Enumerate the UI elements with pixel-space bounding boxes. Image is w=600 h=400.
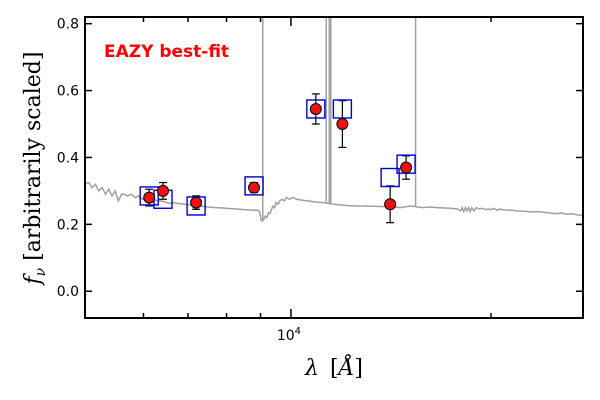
y-tick-label: 0.4 (57, 150, 79, 166)
model-box (332, 99, 353, 119)
observed-point (309, 102, 322, 115)
model-box (380, 167, 400, 188)
y-axis-label: fν [arbitrarily scaled] (21, 52, 49, 287)
observed-point (143, 191, 156, 204)
model-box (244, 176, 264, 196)
plot-frame (84, 16, 584, 319)
y-tick-label: 0.2 (57, 217, 79, 233)
x-axis-label-unit: Å (336, 353, 355, 381)
y-axis-label-text: [arbitrarily scaled] (21, 52, 46, 268)
axis-ticks: 0.0 0.2 0.4 0.6 0.8 104 (57, 17, 583, 344)
x-axis-label: λ [Å] (304, 353, 363, 381)
x-axis-label-close: ] (354, 356, 363, 381)
observed-point (190, 196, 203, 209)
model-box (306, 99, 326, 119)
y-tick-label: 0.0 (57, 284, 79, 300)
y-axis-label-group: fν [arbitrarily scaled] (21, 52, 49, 287)
observed-point (384, 198, 397, 211)
annotation-label: EAZY best-fit (104, 42, 229, 62)
observed-points (143, 102, 413, 211)
y-tick-label: 0.6 (57, 84, 79, 100)
y-axis-label-subscript: ν (33, 267, 49, 276)
observed-point (400, 161, 413, 174)
plot-area (85, 17, 583, 224)
x-axis-label-open: [ (330, 356, 339, 381)
x-axis-label-symbol: λ (304, 356, 319, 381)
observed-point (336, 118, 349, 131)
observed-point (248, 181, 261, 194)
model-box (139, 186, 159, 206)
y-tick-label: 0.8 (57, 17, 79, 33)
x-tick-label: 104 (277, 326, 301, 344)
observed-point (157, 184, 170, 197)
